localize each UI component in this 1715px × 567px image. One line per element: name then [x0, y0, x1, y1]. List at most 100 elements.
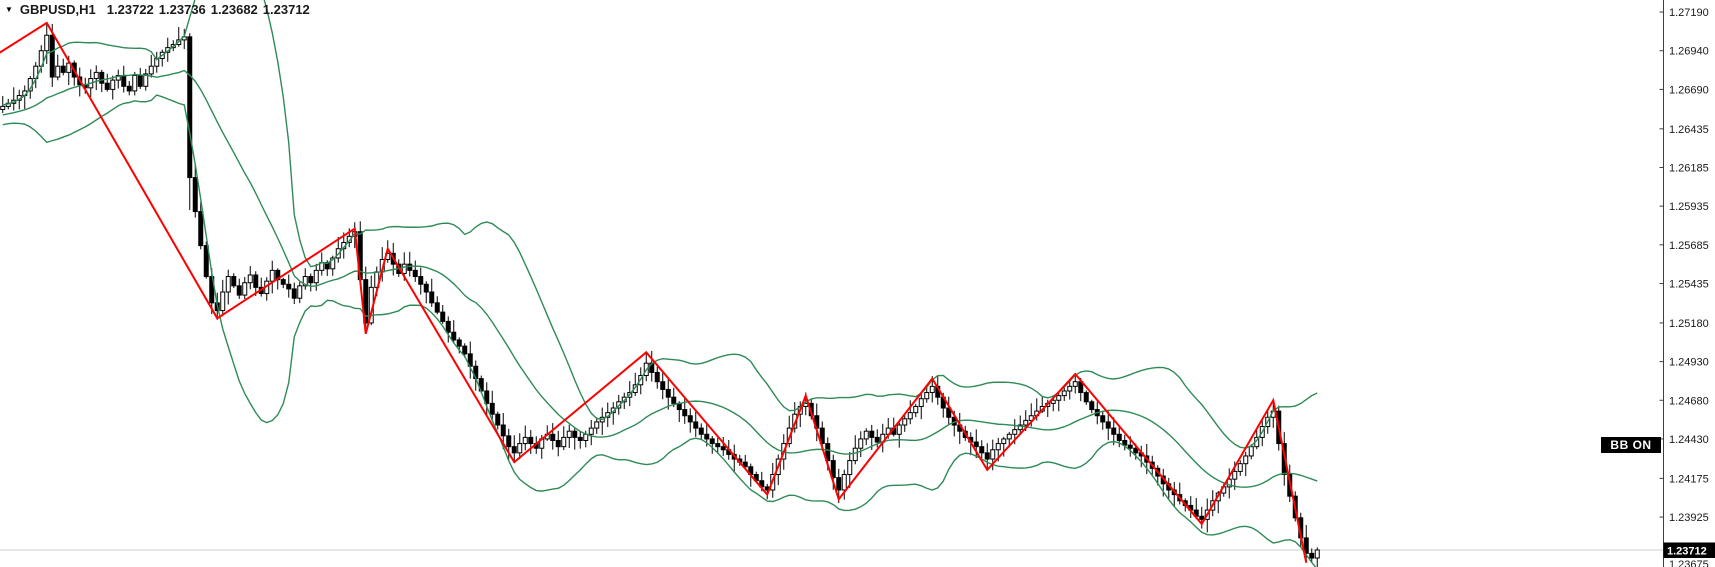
bull-candle-body	[517, 443, 523, 454]
bear-candle-body	[709, 438, 715, 445]
bull-candle-body	[297, 285, 303, 299]
bear-candle-body	[973, 441, 979, 448]
candle	[429, 278, 435, 307]
bear-candle-body	[203, 245, 209, 278]
bollinger-upper-line	[2, 0, 1318, 449]
bear-candle-body	[682, 409, 688, 417]
candle	[258, 277, 264, 297]
bull-candle-body	[1072, 381, 1078, 387]
candle	[720, 436, 726, 456]
bear-candle-body	[445, 320, 451, 333]
bull-candle-body	[1237, 463, 1243, 472]
candle	[440, 304, 446, 324]
bull-candle-body	[220, 291, 226, 312]
candle	[110, 75, 116, 100]
candle	[302, 268, 308, 290]
candle	[269, 260, 275, 294]
bull-candle-body	[242, 282, 248, 296]
candle	[913, 403, 919, 418]
candle	[198, 201, 204, 250]
bear-candle-body	[946, 407, 952, 418]
candle	[1017, 415, 1023, 435]
candle	[451, 320, 457, 344]
bear-candle-body	[984, 452, 990, 460]
axis-label: 1.26185	[1669, 163, 1709, 175]
candle	[231, 273, 237, 288]
candle	[577, 430, 583, 449]
candle	[852, 435, 858, 465]
candle	[242, 277, 248, 300]
candle	[858, 431, 864, 458]
bull-candle-body	[566, 430, 572, 438]
axis-label: 1.26435	[1669, 124, 1709, 136]
bear-candle-body	[236, 285, 242, 296]
bull-candle-body	[1006, 433, 1012, 440]
bear-candle-body	[137, 74, 143, 87]
bb-toggle-badge[interactable]: BB ON	[1601, 437, 1661, 453]
bear-candle-body	[423, 283, 429, 293]
bear-candle-body	[830, 460, 836, 479]
bull-candle-body	[1023, 419, 1029, 426]
candle	[511, 435, 517, 463]
candle	[434, 296, 440, 315]
candle	[698, 423, 704, 440]
bull-candle-body	[913, 405, 919, 414]
bull-candle-body	[66, 62, 72, 73]
candle	[192, 164, 198, 218]
bear-candle-body	[715, 443, 721, 448]
candle	[297, 281, 303, 304]
bear-candle-body	[407, 263, 413, 271]
axis-background	[1663, 0, 1715, 567]
bull-candle-body	[1243, 455, 1249, 465]
candle	[412, 260, 418, 282]
candle	[561, 426, 567, 451]
candle	[907, 400, 913, 425]
candle	[225, 269, 231, 305]
candle	[946, 396, 952, 425]
axis-label: 1.27190	[1669, 7, 1709, 19]
bear-candle-body	[698, 427, 704, 435]
bear-candle-body	[704, 433, 710, 440]
candle	[594, 417, 600, 434]
candle	[550, 423, 556, 450]
bull-candle-body	[896, 424, 902, 435]
candle	[1243, 451, 1249, 477]
candle	[1122, 434, 1128, 451]
bear-candle-body	[660, 381, 666, 390]
chart-title-overlay: ▼ GBPUSD,H1 1.23722 1.23736 1.23682 1.23712	[5, 2, 315, 17]
candle	[286, 274, 292, 298]
candle	[363, 266, 369, 334]
bear-candle-body	[1309, 552, 1315, 559]
symbol-dropdown-icon[interactable]: ▼	[5, 5, 13, 14]
candle	[126, 80, 132, 96]
quote-close: 1.23712	[262, 2, 310, 17]
candle	[984, 443, 990, 470]
bull-candle-body	[1056, 395, 1062, 401]
bull-candle-body	[902, 418, 908, 426]
bull-candle-body	[1028, 415, 1034, 421]
candle	[566, 424, 572, 449]
bull-candle-body	[588, 427, 594, 435]
bull-candle-body	[924, 392, 930, 400]
bull-candle-body	[0, 105, 6, 111]
bear-candle-body	[528, 436, 534, 445]
bear-candle-body	[506, 435, 512, 448]
candle	[104, 73, 110, 92]
bear-candle-body	[819, 427, 825, 445]
bull-candle-body	[1232, 470, 1238, 480]
price-axis[interactable]: 1.27190 1.26940 1.26690 1.26435 1.26185 1.259…	[1659, 0, 1715, 567]
candle	[715, 437, 721, 454]
candle	[902, 415, 908, 432]
bear-candle-body	[1111, 427, 1117, 435]
candle	[445, 316, 451, 343]
bull-candle-body	[313, 269, 319, 284]
axis-label: 1.25180	[1669, 318, 1709, 330]
candle	[418, 267, 424, 295]
candle	[880, 423, 886, 453]
candle	[44, 22, 50, 64]
candle	[1105, 409, 1111, 441]
candle	[665, 379, 671, 410]
bear-candle-body	[869, 430, 875, 438]
candle	[308, 273, 314, 292]
